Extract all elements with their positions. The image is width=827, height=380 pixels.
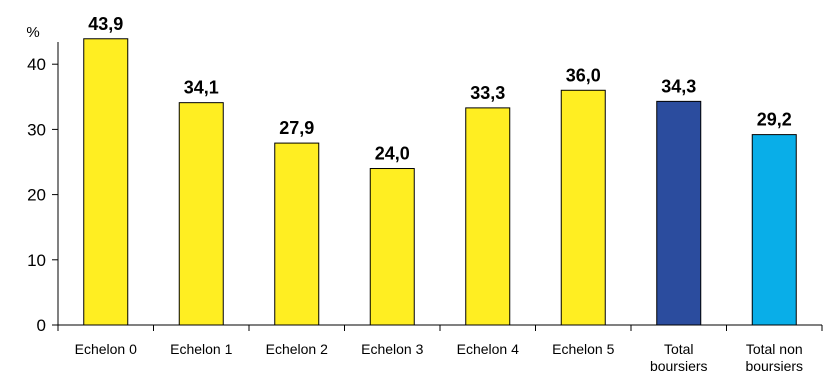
y-tick-label: 0 xyxy=(37,316,46,335)
y-tick-label: 10 xyxy=(27,251,46,270)
bar-value-label: 36,0 xyxy=(566,65,601,85)
y-axis-unit-label: % xyxy=(26,24,39,41)
bar xyxy=(656,100,702,326)
category-label: boursiers xyxy=(650,358,708,374)
category-label: Echelon 5 xyxy=(552,341,614,357)
bar xyxy=(369,168,415,326)
bar-value-label: 43,9 xyxy=(88,14,123,34)
bar-value-label: 29,2 xyxy=(757,110,792,130)
bar xyxy=(274,142,320,326)
x-axis-ticks xyxy=(57,325,823,331)
category-label: Total xyxy=(664,341,694,357)
bar-value-label: 34,1 xyxy=(184,78,219,98)
category-label: Total non xyxy=(746,341,803,357)
bar-value-label: 27,9 xyxy=(279,118,314,138)
bar-value-label: 34,3 xyxy=(661,76,696,96)
y-tick-label: 40 xyxy=(27,55,46,74)
category-label: boursiers xyxy=(745,358,803,374)
category-label: Echelon 0 xyxy=(75,341,137,357)
category-label: Echelon 4 xyxy=(457,341,519,357)
bar xyxy=(751,134,797,326)
data-labels-group: 43,9 34,1 27,9 24,0 33,3 36,0 34,3 29,2 xyxy=(88,14,792,164)
y-tick-label: 20 xyxy=(27,186,46,205)
bar xyxy=(83,38,129,326)
category-label: Echelon 1 xyxy=(170,341,232,357)
bar xyxy=(560,89,606,326)
bar-value-label: 33,3 xyxy=(470,83,505,103)
bar xyxy=(178,102,224,326)
y-tick-label: 30 xyxy=(27,120,46,139)
category-label: Echelon 2 xyxy=(266,341,328,357)
category-labels-group: Echelon 0 Echelon 1 Echelon 2 Echelon 3 Eche… xyxy=(75,341,803,374)
y-axis-ticks: 0 10 20 30 40 xyxy=(27,55,58,335)
bars-group xyxy=(83,38,797,326)
bar xyxy=(465,107,511,326)
bar-value-label: 24,0 xyxy=(375,144,410,164)
category-label: Echelon 3 xyxy=(361,341,423,357)
